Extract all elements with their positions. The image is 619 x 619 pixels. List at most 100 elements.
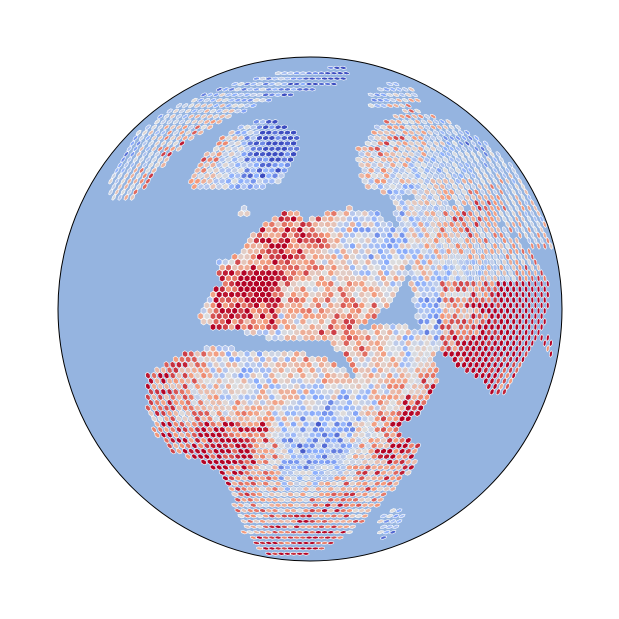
hex-cell xyxy=(327,464,335,471)
hex-cell xyxy=(296,497,304,503)
hex-cell xyxy=(237,502,245,508)
hex-cell xyxy=(505,274,510,283)
hex-cell xyxy=(352,334,359,342)
hex-cell xyxy=(163,156,170,163)
hex-cell xyxy=(274,231,282,239)
hex-cell xyxy=(129,194,136,201)
hex-cell xyxy=(259,366,266,374)
hex-cell xyxy=(318,480,325,487)
hex-cell xyxy=(442,177,449,185)
hex-cell xyxy=(296,290,304,299)
hex-cell xyxy=(461,339,467,347)
hex-cell xyxy=(299,82,307,86)
hex-cell xyxy=(308,486,316,492)
hex-cell xyxy=(377,497,384,503)
hex-cell xyxy=(231,437,238,444)
hex-cell xyxy=(470,236,477,245)
hex-cell xyxy=(458,247,464,256)
hex-cell xyxy=(234,453,242,460)
hex-cell xyxy=(361,339,369,347)
hex-cell xyxy=(358,508,366,513)
hex-cell xyxy=(312,263,319,272)
hex-cell xyxy=(188,177,195,185)
hex-cell xyxy=(120,156,126,163)
hex-cell xyxy=(483,366,489,374)
hex-cell xyxy=(411,263,418,272)
hex-cell xyxy=(318,371,325,380)
hex-cell xyxy=(259,420,266,428)
hex-cell xyxy=(505,242,510,250)
hex-cell xyxy=(464,366,470,374)
hex-cell xyxy=(240,530,248,535)
hex-cell xyxy=(486,156,492,163)
hex-cell xyxy=(265,366,273,374)
hex-cell xyxy=(169,382,176,390)
hex-cell xyxy=(398,350,406,358)
hex-cell xyxy=(231,307,238,315)
hex-cell xyxy=(268,307,276,315)
hex-cell xyxy=(417,124,424,130)
hex-cell xyxy=(271,377,279,385)
hex-cell xyxy=(480,317,486,326)
hex-cell xyxy=(151,371,157,380)
hex-cell xyxy=(243,103,251,108)
hex-cell xyxy=(237,263,245,272)
hex-cell xyxy=(458,290,464,299)
hex-cell xyxy=(197,119,204,125)
hex-cell xyxy=(495,290,501,299)
hex-cell xyxy=(505,328,510,337)
hex-cell xyxy=(433,377,440,385)
hex-cell xyxy=(377,215,384,223)
hex-cell xyxy=(520,279,526,288)
hex-cell xyxy=(287,404,294,412)
hex-cell xyxy=(477,323,483,331)
hex-cell xyxy=(237,480,245,487)
hex-cell xyxy=(222,151,229,158)
hex-cell xyxy=(144,124,152,130)
hex-cell xyxy=(215,172,223,180)
hex-cell xyxy=(430,220,437,228)
hex-cell xyxy=(280,92,288,97)
hex-cell xyxy=(277,420,285,428)
hex-cell xyxy=(343,371,350,380)
hex-cell xyxy=(219,361,226,369)
hex-cell xyxy=(305,535,313,540)
hex-cell xyxy=(231,274,238,283)
hex-cell xyxy=(429,156,437,163)
hex-cell xyxy=(256,274,263,283)
hex-cell xyxy=(305,71,313,76)
hex-cell xyxy=(231,167,239,174)
hex-cell xyxy=(212,448,220,455)
hex-cell xyxy=(148,151,154,158)
hex-cell xyxy=(262,502,270,508)
hex-cell xyxy=(271,497,279,503)
hex-cell xyxy=(163,124,170,130)
hex-cell xyxy=(451,194,458,201)
hex-cell xyxy=(302,366,310,374)
hex-cell xyxy=(467,307,473,315)
hex-cell xyxy=(312,328,319,337)
hex-cell xyxy=(243,491,251,498)
hex-cell xyxy=(290,453,297,460)
hex-cell xyxy=(321,377,328,385)
hex-cell xyxy=(253,464,260,471)
hex-cell xyxy=(473,350,480,358)
hex-cell xyxy=(536,220,541,229)
hex-cell xyxy=(265,87,273,92)
hex-cell xyxy=(508,226,513,234)
hex-cell xyxy=(377,399,384,407)
hex-cell xyxy=(498,263,504,272)
hex-cell xyxy=(302,301,310,310)
hex-cell xyxy=(426,194,434,201)
hex-cell xyxy=(284,442,291,450)
hex-cell xyxy=(287,480,294,487)
hex-cell xyxy=(448,124,455,130)
hex-cell xyxy=(539,215,544,223)
hex-cell xyxy=(526,194,532,201)
hex-cell xyxy=(212,177,220,185)
hex-cell xyxy=(243,328,251,337)
hex-cell xyxy=(470,269,477,277)
hex-cell xyxy=(203,366,210,374)
hex-cell xyxy=(280,491,288,498)
